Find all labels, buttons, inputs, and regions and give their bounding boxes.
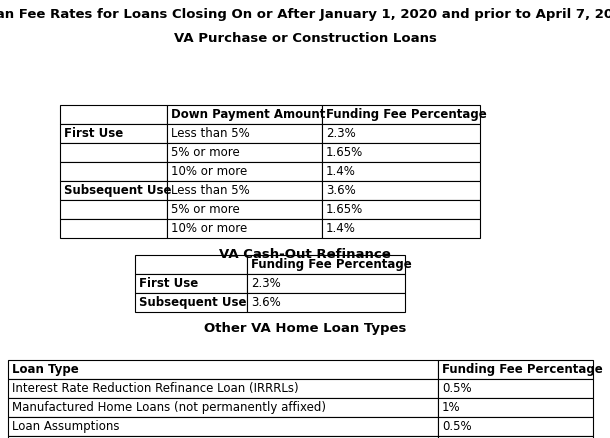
Text: 2.3%: 2.3% — [251, 277, 281, 290]
Bar — [322, 162, 480, 181]
Text: VA Purchase or Construction Loans: VA Purchase or Construction Loans — [174, 32, 436, 45]
Bar — [60, 124, 167, 143]
Text: Loan Type: Loan Type — [12, 363, 79, 376]
Bar — [60, 105, 167, 124]
Bar — [8, 379, 438, 398]
Text: Funding Fee Percentage: Funding Fee Percentage — [326, 108, 487, 121]
Bar — [60, 162, 167, 181]
Bar — [8, 398, 438, 417]
Text: 1.65%: 1.65% — [326, 146, 363, 159]
Bar — [60, 181, 167, 200]
Text: Other VA Home Loan Types: Other VA Home Loan Types — [204, 322, 406, 335]
Bar — [135, 274, 247, 293]
Bar — [438, 360, 593, 379]
Bar — [438, 436, 593, 438]
Bar — [438, 417, 593, 436]
Text: 3.6%: 3.6% — [326, 184, 356, 197]
Bar — [247, 293, 405, 312]
Text: First Use: First Use — [64, 127, 123, 140]
Bar — [247, 255, 405, 274]
Text: Less than 5%: Less than 5% — [171, 127, 249, 140]
Text: VA Cash-Out Refinance: VA Cash-Out Refinance — [219, 248, 391, 261]
Text: Subsequent Use: Subsequent Use — [64, 184, 171, 197]
Bar — [247, 274, 405, 293]
Bar — [322, 143, 480, 162]
Bar — [322, 124, 480, 143]
Text: First Use: First Use — [139, 277, 198, 290]
Bar — [322, 105, 480, 124]
Text: Funding Fee Percentage: Funding Fee Percentage — [251, 258, 412, 271]
Bar — [167, 124, 322, 143]
Bar — [60, 219, 167, 238]
Bar — [8, 436, 438, 438]
Bar — [167, 219, 322, 238]
Text: 2.3%: 2.3% — [326, 127, 356, 140]
Text: 0.5%: 0.5% — [442, 382, 472, 395]
Text: Loan Fee Rates for Loans Closing On or After January 1, 2020 and prior to April : Loan Fee Rates for Loans Closing On or A… — [0, 8, 610, 21]
Bar — [322, 181, 480, 200]
Bar — [60, 143, 167, 162]
Text: Down Payment Amount: Down Payment Amount — [171, 108, 325, 121]
Bar — [135, 255, 247, 274]
Text: 0.5%: 0.5% — [442, 420, 472, 433]
Bar — [167, 181, 322, 200]
Bar — [322, 219, 480, 238]
Text: 1.4%: 1.4% — [326, 222, 356, 235]
Text: Funding Fee Percentage: Funding Fee Percentage — [442, 363, 603, 376]
Text: Less than 5%: Less than 5% — [171, 184, 249, 197]
Bar — [167, 162, 322, 181]
Bar — [322, 200, 480, 219]
Text: 5% or more: 5% or more — [171, 146, 240, 159]
Bar — [167, 105, 322, 124]
Text: Manufactured Home Loans (not permanently affixed): Manufactured Home Loans (not permanently… — [12, 401, 326, 414]
Text: Loan Assumptions: Loan Assumptions — [12, 420, 120, 433]
Text: 1%: 1% — [442, 401, 461, 414]
Text: 10% or more: 10% or more — [171, 165, 247, 178]
Text: 3.6%: 3.6% — [251, 296, 281, 309]
Bar — [8, 417, 438, 436]
Bar — [438, 398, 593, 417]
Text: 1.4%: 1.4% — [326, 165, 356, 178]
Bar — [167, 143, 322, 162]
Bar — [438, 379, 593, 398]
Bar — [167, 200, 322, 219]
Bar — [135, 293, 247, 312]
Text: 10% or more: 10% or more — [171, 222, 247, 235]
Text: Interest Rate Reduction Refinance Loan (IRRRLs): Interest Rate Reduction Refinance Loan (… — [12, 382, 299, 395]
Text: 5% or more: 5% or more — [171, 203, 240, 216]
Bar — [60, 200, 167, 219]
Text: Subsequent Use: Subsequent Use — [139, 296, 246, 309]
Bar — [8, 360, 438, 379]
Text: 1.65%: 1.65% — [326, 203, 363, 216]
